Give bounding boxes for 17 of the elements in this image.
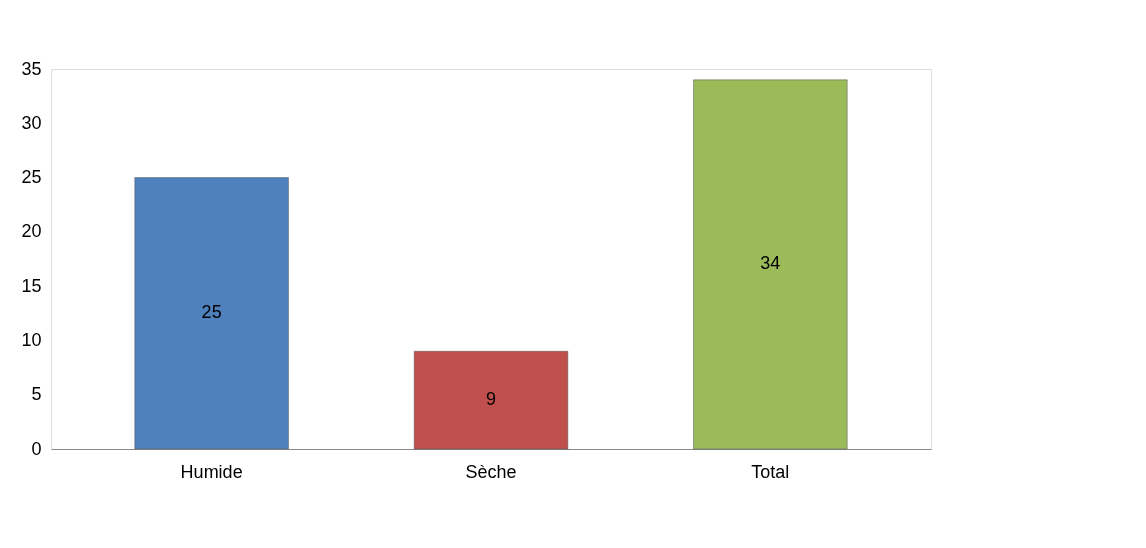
x-tick-label: Total: [751, 461, 790, 482]
bar: [413, 351, 569, 450]
y-tick-label: 30: [21, 112, 42, 133]
x-tick-label: Humide: [180, 461, 243, 482]
data-label: 34: [760, 253, 781, 274]
x-tick-label: Sèche: [465, 461, 517, 482]
y-tick-label: 10: [21, 329, 42, 350]
y-tick-label: 15: [21, 275, 42, 296]
y-tick-label: 35: [21, 58, 42, 79]
y-tick-label: 20: [21, 221, 42, 242]
y-tick-label: 25: [21, 167, 42, 188]
y-tick-label: 0: [31, 438, 42, 459]
y-tick-label: 5: [31, 384, 42, 405]
data-label: 9: [485, 389, 497, 410]
bar: [134, 177, 289, 450]
bar: [693, 79, 848, 450]
data-label: 25: [201, 302, 222, 323]
